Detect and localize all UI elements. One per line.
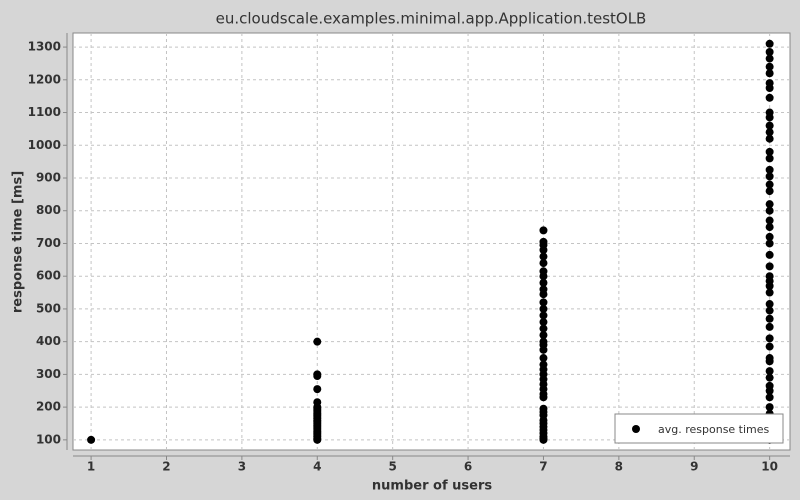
point: [539, 237, 548, 246]
y-tick-label: 100: [36, 432, 61, 446]
point: [765, 342, 774, 351]
x-tick-label: 7: [539, 460, 547, 474]
point: [313, 370, 322, 379]
point: [765, 79, 774, 88]
point: [765, 187, 774, 196]
point: [765, 223, 774, 232]
point: [765, 314, 774, 323]
point: [765, 403, 774, 412]
point: [765, 381, 774, 390]
point: [539, 267, 548, 276]
point: [539, 337, 548, 346]
legend-label: avg. response times: [658, 423, 770, 436]
point: [765, 206, 774, 215]
point: [765, 250, 774, 259]
y-tick-label: 1100: [28, 105, 61, 119]
x-tick-label: 2: [162, 460, 170, 474]
point: [765, 367, 774, 376]
x-tick-label: 10: [761, 460, 778, 474]
x-axis-label: number of users: [372, 479, 492, 494]
y-tick-label: 600: [36, 269, 61, 283]
point: [765, 393, 774, 402]
point: [539, 331, 548, 340]
point: [539, 304, 548, 313]
point: [765, 354, 774, 363]
point: [87, 435, 96, 444]
point: [765, 39, 774, 48]
x-tick-label: 8: [615, 460, 623, 474]
y-tick-label: 700: [36, 236, 61, 250]
point: [765, 200, 774, 209]
point: [313, 398, 322, 407]
y-axis-label: response time [ms]: [11, 171, 26, 313]
point: [765, 306, 774, 315]
point: [765, 54, 774, 63]
point: [765, 134, 774, 143]
x-tick-label: 1: [87, 460, 95, 474]
point: [765, 239, 774, 248]
point: [765, 165, 774, 174]
point: [765, 69, 774, 78]
point: [539, 311, 548, 320]
point: [765, 93, 774, 102]
point: [539, 226, 548, 235]
x-tick-label: 3: [238, 460, 246, 474]
x-tick-label: 6: [464, 460, 472, 474]
point: [539, 298, 548, 307]
y-tick-label: 800: [36, 203, 61, 217]
y-tick-label: 300: [36, 367, 61, 381]
y-tick-label: 1000: [28, 138, 61, 152]
point: [539, 354, 548, 363]
point: [765, 272, 774, 281]
point: [765, 300, 774, 309]
point: [765, 232, 774, 241]
point: [539, 404, 548, 413]
point: [313, 385, 322, 394]
point: [539, 318, 548, 327]
point: [765, 108, 774, 117]
point: [765, 154, 774, 163]
point: [765, 334, 774, 343]
point: [765, 121, 774, 130]
chart-title: eu.cloudscale.examples.minimal.app.Appli…: [216, 10, 647, 28]
legend-box: [614, 413, 784, 444]
y-tick-label: 500: [36, 301, 61, 315]
point: [539, 278, 548, 287]
point: [765, 216, 774, 225]
y-tick-label: 400: [36, 334, 61, 348]
legend-marker: [632, 425, 640, 433]
point: [539, 360, 548, 369]
point: [313, 337, 322, 346]
point: [765, 128, 774, 137]
y-tick-label: 900: [36, 171, 61, 185]
point: [539, 285, 548, 294]
point: [539, 324, 548, 333]
y-tick-label: 1200: [28, 72, 61, 86]
y-tick-label: 1300: [28, 40, 61, 54]
point: [765, 262, 774, 271]
point: [765, 172, 774, 181]
point: [765, 288, 774, 297]
point: [539, 259, 548, 268]
point: [765, 322, 774, 331]
point: [765, 147, 774, 156]
point: [765, 62, 774, 71]
point: [765, 47, 774, 56]
x-tick-label: 5: [388, 460, 396, 474]
plot-area: [72, 32, 791, 451]
x-tick-label: 9: [690, 460, 698, 474]
point: [765, 180, 774, 189]
y-tick-label: 200: [36, 400, 61, 414]
point: [765, 373, 774, 382]
point: [539, 252, 548, 261]
x-tick-label: 4: [313, 460, 321, 474]
